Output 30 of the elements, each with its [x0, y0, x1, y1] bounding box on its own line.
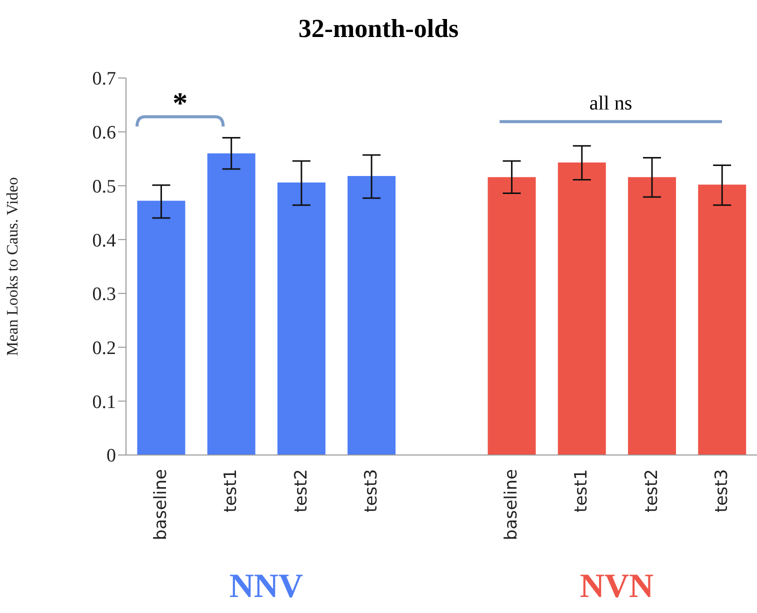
y-tick-label: 0.2 — [92, 338, 116, 360]
bar — [207, 153, 256, 455]
bar — [558, 162, 606, 455]
y-tick-label: 0 — [106, 446, 116, 467]
bar — [348, 176, 396, 455]
y-axis-title: Mean Looks to Caus. Video — [4, 177, 22, 356]
bar — [488, 177, 536, 455]
y-tick-label: 0.1 — [92, 392, 116, 413]
y-tick-label: 0.6 — [92, 122, 116, 144]
annotation: * — [172, 86, 188, 120]
y-tick-label: 0.7 — [92, 68, 116, 90]
bar — [277, 182, 326, 455]
x-tick-label: test2 — [291, 469, 312, 512]
bar — [628, 177, 676, 455]
bar — [137, 200, 186, 455]
y-tick-label: 0.5 — [92, 176, 116, 198]
x-tick-label: baseline — [502, 469, 522, 540]
x-tick-label: baseline — [151, 469, 172, 540]
y-tick-label: 0.3 — [92, 284, 116, 306]
text: NNV — [228, 568, 304, 606]
y-tick-label: 0.4 — [92, 230, 116, 252]
x-tick-label: test1 — [572, 469, 592, 512]
chart-title: 32-month-olds — [297, 14, 460, 44]
bar — [698, 184, 746, 455]
x-tick-label: test1 — [221, 469, 242, 512]
x-tick-label: test2 — [642, 469, 662, 512]
x-tick-label: test3 — [361, 469, 382, 512]
x-tick-label: test3 — [712, 469, 732, 512]
annotation: all ns — [589, 92, 632, 115]
text: NVN — [578, 568, 655, 606]
